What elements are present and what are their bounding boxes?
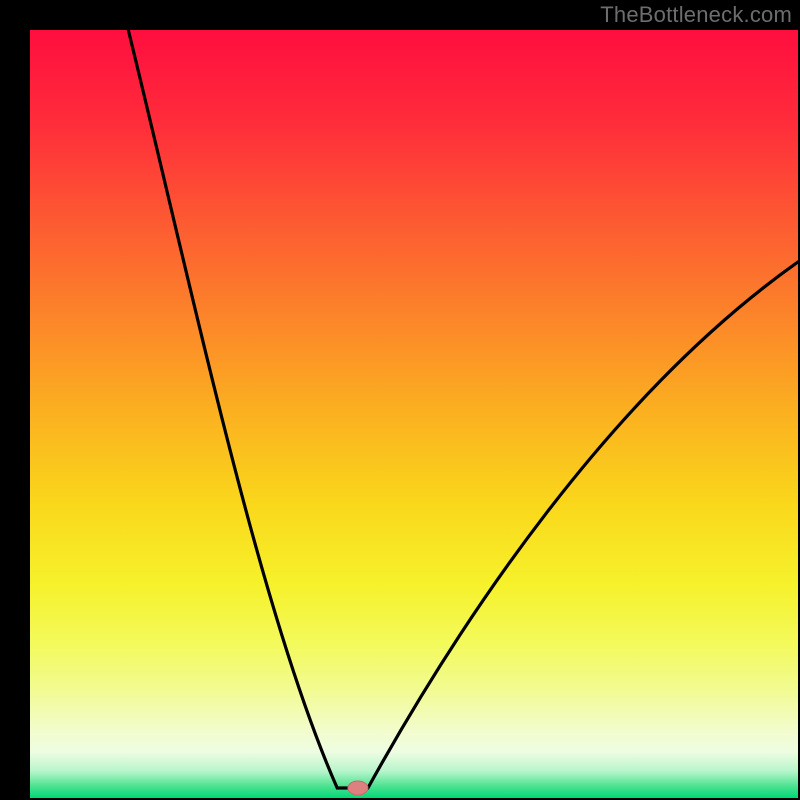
chart-container: TheBottleneck.com (0, 0, 800, 800)
optimal-point-marker (348, 781, 368, 795)
bottleneck-chart (0, 0, 800, 800)
gradient-background (30, 30, 798, 798)
watermark-text: TheBottleneck.com (600, 2, 792, 28)
